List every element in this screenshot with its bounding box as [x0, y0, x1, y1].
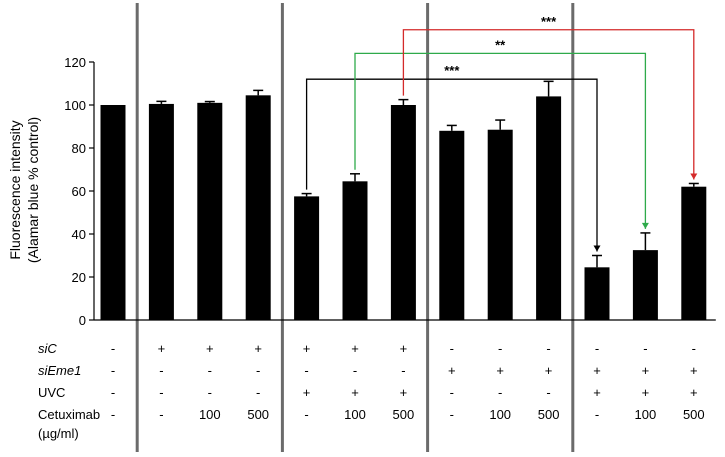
condition-value: +	[690, 385, 698, 400]
condition-value: -	[595, 341, 599, 356]
condition-value: -	[159, 385, 163, 400]
condition-value: 100	[635, 407, 657, 422]
bar	[487, 129, 513, 320]
bar	[632, 250, 658, 320]
bar	[148, 103, 174, 320]
bar	[681, 186, 707, 320]
condition-value: 100	[344, 407, 366, 422]
bar	[245, 95, 271, 320]
condition-value: -	[546, 385, 550, 400]
condition-label: siEme1	[38, 363, 81, 378]
condition-value: -	[450, 385, 454, 400]
condition-label: UVC	[38, 385, 65, 400]
condition-value: -	[208, 363, 212, 378]
condition-value: +	[351, 341, 359, 356]
condition-value: +	[400, 341, 408, 356]
condition-value: +	[593, 363, 601, 378]
condition-label-unit: (µg/ml)	[38, 426, 79, 441]
significance-label: ***	[444, 63, 460, 78]
bar	[294, 196, 320, 320]
condition-value: -	[111, 407, 115, 422]
y-tick-label: 120	[64, 55, 86, 70]
condition-value: -	[401, 363, 405, 378]
condition-value: -	[111, 385, 115, 400]
significance-label: **	[495, 37, 506, 52]
condition-value: +	[206, 341, 214, 356]
condition-value: -	[256, 363, 260, 378]
condition-value: +	[448, 363, 456, 378]
condition-value: -	[159, 407, 163, 422]
condition-value: +	[496, 363, 504, 378]
y-axis-label-line2: (Alamar blue % control)	[25, 117, 41, 263]
condition-value: -	[643, 341, 647, 356]
comparison-arrowhead	[641, 222, 649, 229]
condition-value: -	[304, 407, 308, 422]
significance-label: ***	[541, 14, 557, 29]
comparison-bracket	[354, 52, 647, 229]
bar	[536, 96, 562, 321]
condition-value: -	[353, 363, 357, 378]
condition-value: 500	[538, 407, 560, 422]
bar	[100, 105, 126, 320]
y-tick-label: 60	[72, 184, 86, 199]
bar	[584, 267, 610, 320]
condition-value: +	[351, 385, 359, 400]
condition-value: +	[690, 363, 698, 378]
y-tick-label: 100	[64, 98, 86, 113]
y-tick-label: 40	[72, 227, 86, 242]
condition-value: -	[546, 341, 550, 356]
bar	[342, 181, 368, 320]
y-tick-label: 0	[79, 313, 86, 328]
condition-value: +	[303, 341, 311, 356]
condition-value: -	[450, 407, 454, 422]
condition-value: -	[450, 341, 454, 356]
condition-value: 500	[683, 407, 705, 422]
condition-value: +	[303, 385, 311, 400]
condition-value: -	[208, 385, 212, 400]
condition-value: -	[111, 363, 115, 378]
condition-value: 100	[489, 407, 511, 422]
condition-value: +	[545, 363, 553, 378]
condition-value: 100	[199, 407, 221, 422]
condition-value: -	[498, 385, 502, 400]
y-tick-label: 20	[72, 270, 86, 285]
comparison-arrowhead	[690, 173, 698, 180]
condition-value: +	[642, 385, 650, 400]
y-axis-label-line1: Fluorescence intensity	[7, 120, 23, 259]
bar	[390, 105, 416, 320]
condition-label: Cetuximab	[38, 407, 100, 422]
condition-value: +	[158, 341, 166, 356]
comparison-bracket	[305, 78, 598, 252]
condition-value: -	[304, 363, 308, 378]
condition-value: 500	[247, 407, 269, 422]
y-tick-label: 80	[72, 141, 86, 156]
condition-value: +	[642, 363, 650, 378]
condition-value: 500	[393, 407, 415, 422]
comparison-bracket	[402, 29, 695, 180]
condition-value: -	[159, 363, 163, 378]
condition-value: -	[111, 341, 115, 356]
condition-value: +	[400, 385, 408, 400]
condition-value: -	[692, 341, 696, 356]
condition-value: +	[254, 341, 262, 356]
condition-value: -	[595, 407, 599, 422]
bar	[439, 130, 465, 320]
condition-label: siC	[38, 341, 57, 356]
condition-value: +	[593, 385, 601, 400]
comparison-arrowhead	[593, 245, 601, 252]
bar	[197, 102, 223, 320]
condition-value: -	[498, 341, 502, 356]
condition-value: -	[256, 385, 260, 400]
